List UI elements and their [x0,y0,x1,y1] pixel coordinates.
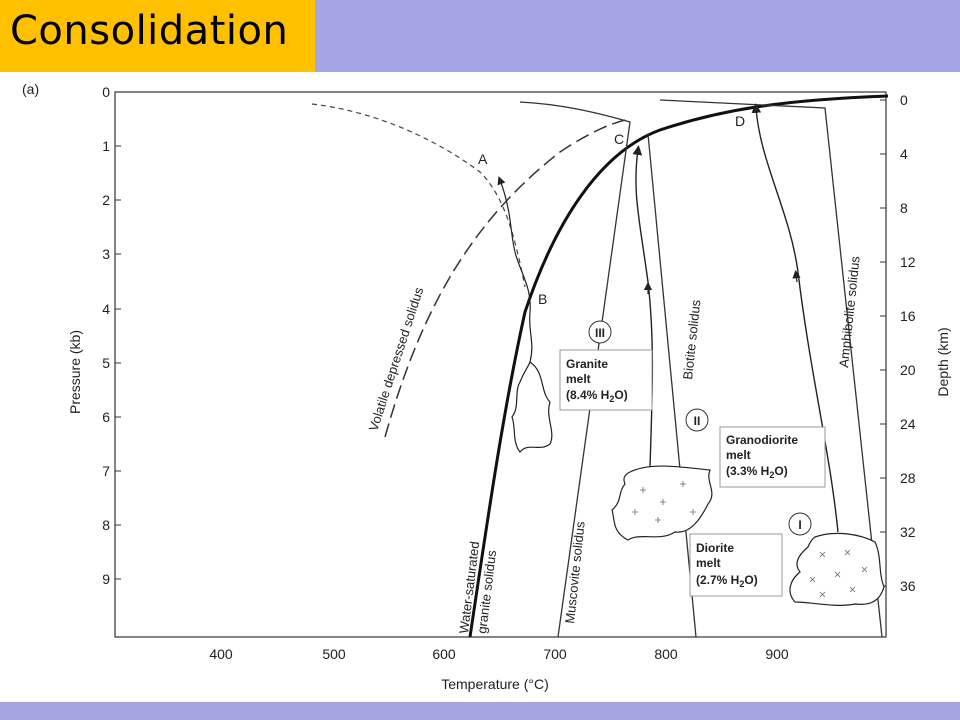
granodiorite-melt-label: II Granodiorite melt (3.3% H2O) [685,408,826,488]
granite-label-line2: melt [566,372,591,386]
granodiorite-label-line3: (3.3% H2O) [726,464,788,480]
depth-tick: 32 [900,524,916,540]
biotite-solidus-label: Biotite solidus [680,298,703,380]
diorite-melt-blob [789,532,885,606]
granite-melt-blob [511,361,553,453]
muscovite-solidus-curve [519,101,631,638]
granodiorite-numeral-circle [685,408,709,432]
depth-tick: 24 [900,416,916,432]
plot-frame [114,91,887,638]
pressure-tick: 3 [102,246,110,262]
depth-axis-title: Depth (km) [935,327,951,396]
footer-bar [0,702,960,720]
pressure-tick: 7 [102,463,110,479]
depth-tick: 16 [900,308,916,324]
diorite-melt-label: I Diorite melt (2.7% H2O) [689,512,812,597]
arrowhead-mid-diorite [792,269,801,283]
biotite-solidus-curve [647,133,697,638]
granodiorite-label-line1: Granodiorite [726,433,798,447]
pressure-tick: 4 [102,301,110,317]
water-saturated-solidus-curve [468,94,889,638]
granodiorite-melt-blob [611,465,713,541]
ascent-path-granite [497,176,533,363]
granite-numeral: III [595,326,605,340]
pressure-tick: 1 [102,138,110,154]
diorite-numeral: I [798,518,801,532]
amphibolite-solidus-curve [659,99,883,638]
ascent-path-granodiorite [632,145,654,468]
pressure-tick: 9 [102,571,110,587]
granite-label-line3: (8.4% H2O) [566,388,628,404]
diorite-label-line2: melt [696,556,721,570]
depth-tick: 20 [900,362,916,378]
depth-tick: 28 [900,470,916,486]
diorite-label-line1: Diorite [696,541,734,555]
panel-label: (a) [22,81,39,97]
volatile-solidus-curve [384,119,626,438]
temperature-tick: 900 [765,646,789,662]
granite-label-box [559,349,653,411]
granodiorite-numeral: II [694,414,701,428]
granite-numeral-circle [588,320,612,344]
title-box: Consolidation [0,0,315,72]
diorite-label-box [689,533,783,597]
granite-melt-label: III Granite melt (8.4% H2O) [559,320,653,411]
granodiorite-label-line2: melt [726,448,751,462]
pressure-axis-title: Pressure (kb) [67,330,83,414]
pressure-tick: 2 [102,192,110,208]
granodiorite-label-box [719,426,826,488]
ascent-path-diorite [751,103,839,533]
point-a-label: A [478,151,488,167]
amphibolite-solidus-label: Amphibolite solidus [836,255,863,368]
point-d-label: D [735,113,745,129]
pressure-tick: 0 [102,84,110,100]
pressure-tick: 6 [102,409,110,425]
temperature-tick: 500 [322,646,346,662]
diorite-numeral-circle [788,512,812,536]
depth-tick: 8 [900,200,908,216]
depth-tick: 0 [900,92,908,108]
muscovite-solidus-label: Muscovite solidus [562,520,588,624]
right-axis [880,99,886,587]
granodiorite-crosses [632,481,696,523]
temperature-tick: 600 [432,646,456,662]
pressure-tick: 5 [102,355,110,371]
temperature-axis-title: Temperature (°C) [441,676,549,692]
depth-tick: 36 [900,578,916,594]
pressure-tick: 8 [102,517,110,533]
depth-tick: 12 [900,254,916,270]
volatile-solidus-label: Volatile depressed solidus [366,285,427,433]
slide-title: Consolidation [10,8,289,54]
diorite-crosses [809,549,868,598]
phase-diagram: (a) 0 1 2 3 4 5 6 7 8 9 Pressure (kb) 0 … [22,81,951,692]
point-c-label: C [614,131,624,147]
dashed-curve [311,103,526,288]
point-b-label: B [538,291,547,307]
left-axis [115,91,121,580]
temperature-tick: 800 [654,646,678,662]
granite-label-line1: Granite [566,357,608,371]
diorite-label-line3: (2.7% H2O) [696,573,758,589]
temperature-tick: 700 [543,646,567,662]
temperature-tick: 400 [209,646,233,662]
depth-tick: 4 [900,146,908,162]
